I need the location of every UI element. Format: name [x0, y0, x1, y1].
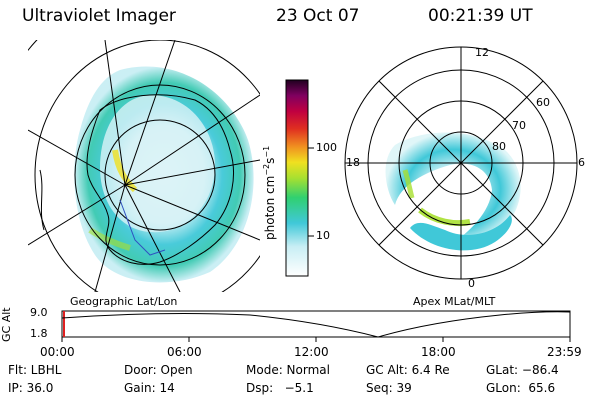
- alt-xtick-0000: 00:00: [40, 345, 75, 359]
- info-door: Door: Open: [124, 363, 193, 377]
- mlt-label-6: 6: [578, 156, 585, 169]
- colorbar: [285, 79, 309, 277]
- app-title: Ultraviolet Imager: [22, 6, 176, 26]
- alt-ytick-1-8: 1.8: [30, 327, 48, 340]
- alt-plot-ylabel: GC Alt: [0, 307, 13, 342]
- right-panel-caption: Apex MLat/MLT: [413, 295, 496, 308]
- alt-xtick-2359: 23:59: [547, 345, 582, 359]
- info-gcalt: GC Alt: 6.4 Re: [366, 363, 450, 377]
- polar-map: [344, 46, 578, 280]
- header-time: 00:21:39 UT: [428, 6, 533, 26]
- mlat-label-80: 80: [492, 140, 506, 153]
- colorbar-unit-label: photon cm−2s−1: [262, 145, 277, 240]
- info-ip: IP: 36.0: [8, 381, 54, 395]
- alt-xtick-1200: 12:00: [294, 345, 329, 359]
- info-seq: Seq: 39: [366, 381, 412, 395]
- colorbar-tick-10: 10: [316, 229, 330, 242]
- alt-xtick-1800: 18:00: [421, 345, 456, 359]
- mlt-label-18: 18: [346, 156, 360, 169]
- geographic-map: [28, 40, 260, 292]
- alt-xtick-0600: 06:00: [167, 345, 202, 359]
- info-dsp: Dsp: −5.1: [246, 381, 314, 395]
- header-date: 23 Oct 07: [276, 6, 360, 26]
- info-glon: GLon: 65.6: [486, 381, 556, 395]
- info-gain: Gain: 14: [124, 381, 175, 395]
- mlat-label-70: 70: [512, 119, 526, 132]
- left-panel-caption: Geographic Lat/Lon: [70, 295, 178, 308]
- info-flt: Flt: LBHL: [8, 363, 62, 377]
- aurora-oval-magnetic: [385, 132, 521, 247]
- info-glat: GLat: −86.4: [486, 363, 559, 377]
- alt-ytick-9: 9.0: [30, 306, 48, 319]
- altitude-plot: [61, 310, 571, 342]
- colorbar-tick-100: 100: [316, 141, 337, 154]
- mlat-label-60: 60: [536, 96, 550, 109]
- mlt-label-0: 0: [468, 277, 475, 290]
- mlt-label-12: 12: [475, 46, 489, 59]
- info-mode: Mode: Normal: [246, 363, 330, 377]
